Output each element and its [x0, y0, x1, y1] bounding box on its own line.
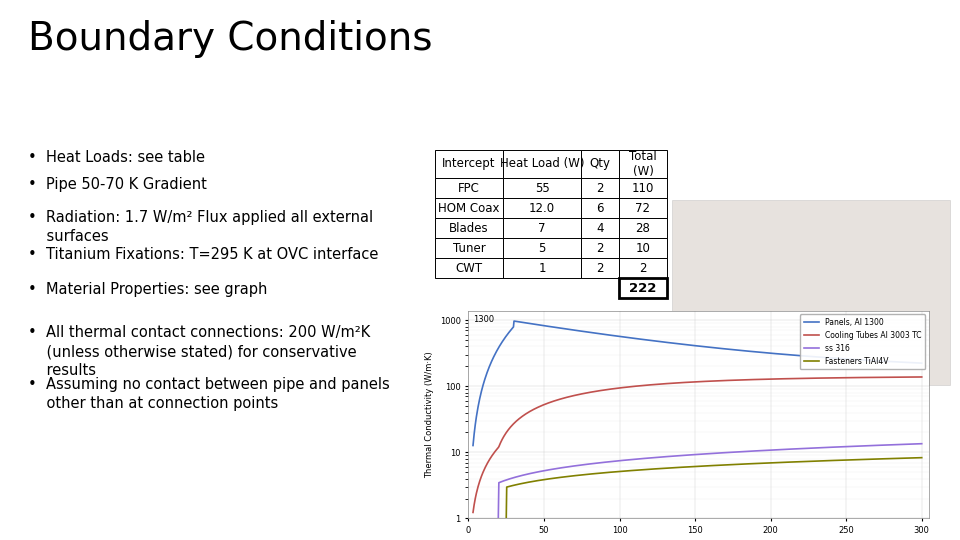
Text: 72: 72 [636, 201, 651, 214]
Bar [619, 178, 667, 198]
ss 316 [728, 449, 739, 455]
Fasteners TiAl4V [494, 529, 506, 535]
Text: Tuner: Tuner [452, 241, 486, 254]
Line: Fasteners TiAl4V: Fasteners TiAl4V [473, 458, 922, 540]
Text: •  Titanium Fixations: T=295 K at OVC interface: • Titanium Fixations: T=295 K at OVC int… [28, 247, 378, 262]
Bar [581, 178, 619, 198]
Text: 2: 2 [596, 241, 604, 254]
Fasteners TiAl4V [807, 458, 819, 464]
Cooling Tubes Al 3003 TC [807, 375, 819, 381]
Legend: Panels, Al 1300, Cooling Tubes Al 3003 TC, ss 316, Fasteners TiAl4V: Panels, Al 1300, Cooling Tubes Al 3003 T… [800, 314, 925, 369]
Cooling Tubes Al 3003 TC [853, 374, 865, 381]
Bar [619, 218, 667, 238]
Panels, Al 1300 [740, 348, 752, 354]
Bar [581, 198, 619, 218]
Text: 10: 10 [636, 241, 651, 254]
Line: ss 316: ss 316 [473, 444, 922, 540]
Text: 6: 6 [596, 201, 604, 214]
Text: 7: 7 [539, 221, 545, 234]
Text: 28: 28 [636, 221, 651, 234]
Text: HOM Coax: HOM Coax [439, 201, 500, 214]
Bar [672, 200, 950, 385]
Text: •  Material Properties: see graph: • Material Properties: see graph [28, 282, 268, 297]
Text: •  Assuming no contact between pipe and panels
    other than at connection poin: • Assuming no contact between pipe and p… [28, 377, 390, 411]
Cooling Tubes Al 3003 TC [728, 377, 739, 383]
Text: 222: 222 [630, 281, 657, 294]
Panels, Al 1300 [916, 360, 927, 366]
Bar [619, 238, 667, 258]
Text: 110: 110 [632, 181, 654, 194]
Bar [503, 150, 581, 178]
Bar [619, 198, 667, 218]
Bar [581, 238, 619, 258]
Bar [503, 198, 581, 218]
Text: Intercept: Intercept [443, 158, 495, 171]
Fasteners TiAl4V [739, 461, 751, 467]
ss 316 [739, 448, 751, 455]
Text: •  All thermal contact connections: 200 W/m²K
    (unless otherwise stated) for : • All thermal contact connections: 200 W… [28, 325, 371, 379]
Text: Qty: Qty [589, 158, 611, 171]
Text: Blades: Blades [449, 221, 489, 234]
ss 316 [494, 479, 506, 485]
Text: Total
(W): Total (W) [629, 150, 657, 178]
Fasteners TiAl4V [916, 455, 927, 461]
Text: 55: 55 [535, 181, 549, 194]
Bar [619, 278, 667, 298]
Text: 1: 1 [539, 261, 545, 274]
Bar [581, 218, 619, 238]
Text: •  Pipe 50-70 K Gradient: • Pipe 50-70 K Gradient [28, 177, 206, 192]
Cooling Tubes Al 3003 TC [494, 440, 506, 446]
Text: Heat Load (W): Heat Load (W) [500, 158, 585, 171]
Panels, Al 1300 [494, 341, 506, 348]
Cooling Tubes Al 3003 TC [916, 374, 927, 380]
Line: Cooling Tubes Al 3003 TC: Cooling Tubes Al 3003 TC [473, 377, 922, 512]
Fasteners TiAl4V [753, 460, 764, 467]
ss 316 [853, 443, 865, 449]
Bar [503, 238, 581, 258]
Text: 2: 2 [596, 261, 604, 274]
Text: •  Heat Loads: see table: • Heat Loads: see table [28, 150, 205, 165]
Bar [581, 150, 619, 178]
Bar [503, 258, 581, 278]
Text: 1300: 1300 [473, 315, 494, 324]
Bar [619, 150, 667, 178]
Text: FPC: FPC [458, 181, 480, 194]
Bar [435, 150, 503, 178]
Bar [581, 258, 619, 278]
Y-axis label: Thermal Conductivity (W/m·K): Thermal Conductivity (W/m·K) [425, 351, 434, 478]
Panels, Al 1300 [854, 356, 866, 363]
Bar [503, 218, 581, 238]
Bar [503, 178, 581, 198]
Cooling Tubes Al 3003 TC [739, 376, 751, 383]
Bar [435, 218, 503, 238]
Fasteners TiAl4V [728, 461, 739, 468]
ss 316 [807, 445, 819, 451]
ss 316 [753, 448, 764, 454]
ss 316 [916, 441, 927, 447]
Cooling Tubes Al 3003 TC [468, 509, 479, 516]
Bar [435, 178, 503, 198]
Text: 5: 5 [539, 241, 545, 254]
Fasteners TiAl4V [853, 456, 865, 463]
Text: 2: 2 [596, 181, 604, 194]
Line: Panels, Al 1300: Panels, Al 1300 [473, 321, 922, 446]
Panels, Al 1300 [729, 347, 740, 353]
Bar [435, 258, 503, 278]
Bar [435, 198, 503, 218]
Text: •  Radiation: 1.7 W/m² Flux applied all external
    surfaces: • Radiation: 1.7 W/m² Flux applied all e… [28, 210, 373, 244]
Panels, Al 1300 [808, 354, 820, 360]
Text: 4: 4 [596, 221, 604, 234]
Text: 2: 2 [639, 261, 647, 274]
Bar [619, 258, 667, 278]
Cooling Tubes Al 3003 TC [753, 376, 764, 383]
Panels, Al 1300 [508, 318, 519, 325]
Bar [435, 238, 503, 258]
Panels, Al 1300 [468, 442, 479, 449]
Text: CWT: CWT [455, 261, 483, 274]
Text: Boundary Conditions: Boundary Conditions [28, 20, 433, 58]
Text: 12.0: 12.0 [529, 201, 555, 214]
Panels, Al 1300 [754, 349, 765, 355]
